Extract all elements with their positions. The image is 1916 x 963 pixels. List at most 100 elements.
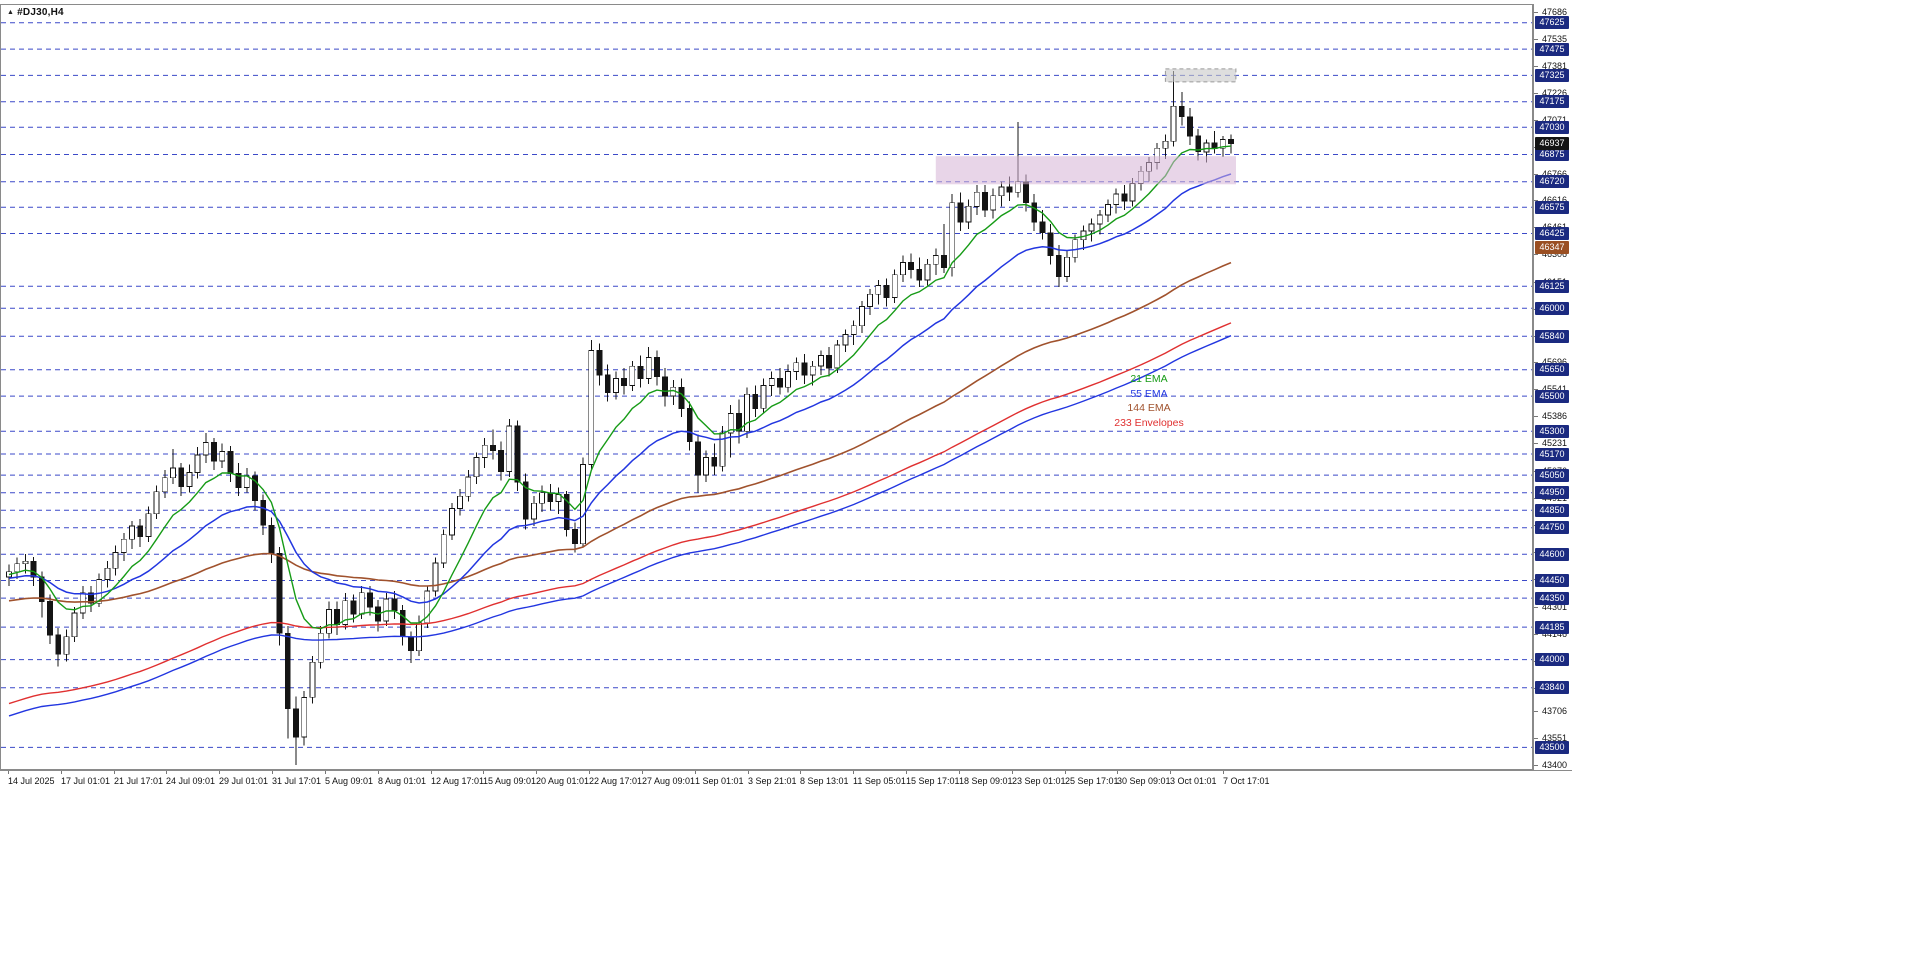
price-level-badge: 46425 bbox=[1535, 227, 1569, 240]
time-axis-label: 8 Sep 13:01 bbox=[800, 776, 849, 786]
time-axis-label: 14 Jul 2025 bbox=[8, 776, 55, 786]
consolidation-zone[interactable] bbox=[935, 156, 1236, 185]
time-axis-label: 3 Sep 21:01 bbox=[748, 776, 797, 786]
time-axis-label: 3 Oct 01:01 bbox=[1170, 776, 1217, 786]
price-level-badge: 44600 bbox=[1535, 548, 1569, 561]
price-axis-tick-label: 43706 bbox=[1542, 706, 1568, 716]
price-level-badge: 45840 bbox=[1535, 330, 1569, 343]
price-axis-tick-label: 45386 bbox=[1542, 411, 1568, 421]
price-level-badge: 45050 bbox=[1535, 469, 1569, 482]
price-axis-tick-label: 47226 bbox=[1542, 88, 1568, 98]
time-axis-tick bbox=[272, 771, 273, 774]
price-axis-separator bbox=[1533, 4, 1534, 770]
price-axis-tick-label: 45696 bbox=[1542, 357, 1568, 367]
time-axis-tick bbox=[748, 771, 749, 774]
time-axis-label: 29 Jul 01:01 bbox=[219, 776, 269, 786]
indicator-legend: 21 EMA 55 EMA 144 EMA 233 Envelopes bbox=[1099, 372, 1199, 430]
current-price-badge: 46937 bbox=[1535, 137, 1569, 150]
price-level-badge: 44185 bbox=[1535, 621, 1569, 634]
price-axis-tick bbox=[1534, 362, 1538, 363]
price-axis-tick bbox=[1534, 607, 1538, 608]
time-axis-tick bbox=[589, 771, 590, 774]
price-level-badge: 45650 bbox=[1535, 363, 1569, 376]
time-axis-label: 11 Sep 05:01 bbox=[853, 776, 906, 786]
price-level-badge: 45500 bbox=[1535, 390, 1569, 403]
price-axis-tick-label: 47381 bbox=[1542, 61, 1568, 71]
price-axis-tick-label: 44301 bbox=[1542, 602, 1568, 612]
price-level-badge: 45300 bbox=[1535, 425, 1569, 438]
price-level-badge: 43840 bbox=[1535, 681, 1569, 694]
time-axis-tick bbox=[853, 771, 854, 774]
time-axis-label: 23 Sep 01:01 bbox=[1012, 776, 1066, 786]
time-axis[interactable]: 14 Jul 2025 17 Jul 01:01 21 Jul 17:01 24 Ju… bbox=[0, 770, 1572, 793]
time-axis-tick bbox=[906, 771, 907, 774]
time-axis-label: 31 Jul 17:01 bbox=[272, 776, 322, 786]
time-axis-tick bbox=[642, 771, 643, 774]
time-axis-tick bbox=[483, 771, 484, 774]
envelope-upper-line[interactable] bbox=[8, 322, 1232, 705]
price-axis-tick-label: 43400 bbox=[1542, 760, 1568, 770]
price-axis-tick-label: 46766 bbox=[1542, 169, 1568, 179]
chart-plot-area[interactable]: ▲ #DJ30,H4 21 EMA 55 EMA 144 EMA 233 Enve… bbox=[0, 4, 1533, 770]
candles-layer bbox=[6, 71, 1234, 765]
price-axis-tick bbox=[1534, 389, 1538, 390]
price-axis-tick-label: 45231 bbox=[1542, 438, 1568, 448]
price-chart-canvas[interactable] bbox=[1, 5, 1532, 769]
price-level-badge: 44750 bbox=[1535, 521, 1569, 534]
time-axis-tick bbox=[431, 771, 432, 774]
price-axis-tick-label: 46306 bbox=[1542, 249, 1568, 259]
ema144-value-badge: 46347 bbox=[1535, 241, 1569, 254]
legend-144-ema: 144 EMA bbox=[1127, 402, 1171, 414]
price-level-badge: 46720 bbox=[1535, 175, 1569, 188]
price-axis[interactable]: 4768647535473814722647071469164676646616… bbox=[1534, 0, 1916, 963]
price-level-badge: 47030 bbox=[1535, 121, 1569, 134]
price-level-badge: 46575 bbox=[1535, 201, 1569, 214]
ema-55-line[interactable] bbox=[8, 173, 1232, 604]
time-axis-tick bbox=[61, 771, 62, 774]
envelope-lower-line[interactable] bbox=[8, 335, 1232, 717]
price-level-badge: 44950 bbox=[1535, 486, 1569, 499]
price-axis-tick-label: 46616 bbox=[1542, 195, 1568, 205]
time-axis-tick bbox=[1170, 771, 1171, 774]
time-axis-tick bbox=[1065, 771, 1066, 774]
ema-144-line[interactable] bbox=[8, 261, 1232, 603]
level-lines-layer[interactable] bbox=[1, 22, 1532, 748]
price-axis-tick bbox=[1534, 443, 1538, 444]
symbol-text: #DJ30,H4 bbox=[17, 7, 64, 18]
time-axis-label: 12 Aug 17:01 bbox=[431, 776, 485, 786]
time-axis-label: 27 Aug 09:01 bbox=[642, 776, 696, 786]
time-axis-tick bbox=[219, 771, 220, 774]
time-axis-label: 17 Jul 01:01 bbox=[61, 776, 111, 786]
price-axis-tick bbox=[1534, 12, 1538, 13]
time-axis-label: 24 Jul 09:01 bbox=[166, 776, 216, 786]
legend-233-envelopes: 233 Envelopes bbox=[1114, 416, 1184, 429]
time-axis-label: 15 Aug 09:01 bbox=[483, 776, 537, 786]
symbol-timeframe-label: ▲ #DJ30,H4 bbox=[7, 7, 64, 18]
time-axis-tick bbox=[114, 771, 115, 774]
price-axis-tick bbox=[1534, 765, 1538, 766]
price-axis-tick bbox=[1534, 711, 1538, 712]
price-level-badge: 44450 bbox=[1535, 574, 1569, 587]
time-axis-label: 8 Aug 01:01 bbox=[378, 776, 427, 786]
legend-55-ema: 55 EMA bbox=[1130, 387, 1168, 400]
time-axis-tick bbox=[536, 771, 537, 774]
time-axis-tick bbox=[1012, 771, 1013, 774]
price-axis-tick bbox=[1534, 93, 1538, 94]
price-level-badge: 44000 bbox=[1535, 653, 1569, 666]
legend-21-ema: 21 EMA bbox=[1130, 373, 1168, 385]
price-axis-tick bbox=[1534, 39, 1538, 40]
resistance-box[interactable] bbox=[1164, 68, 1237, 83]
time-axis-tick bbox=[800, 771, 801, 774]
time-axis-label: 30 Sep 09:01 bbox=[1117, 776, 1171, 786]
ema-21-line[interactable] bbox=[8, 145, 1232, 630]
price-axis-tick-label: 44146 bbox=[1542, 629, 1568, 639]
time-axis-label: 21 Jul 17:01 bbox=[114, 776, 164, 786]
time-axis-tick bbox=[695, 771, 696, 774]
time-axis-tick bbox=[8, 771, 9, 774]
price-level-badge: 46000 bbox=[1535, 302, 1569, 315]
price-level-badge: 46875 bbox=[1535, 148, 1569, 161]
time-axis-tick bbox=[325, 771, 326, 774]
price-axis-tick bbox=[1534, 738, 1538, 739]
price-level-badge: 44850 bbox=[1535, 504, 1569, 517]
price-axis-tick bbox=[1534, 174, 1538, 175]
